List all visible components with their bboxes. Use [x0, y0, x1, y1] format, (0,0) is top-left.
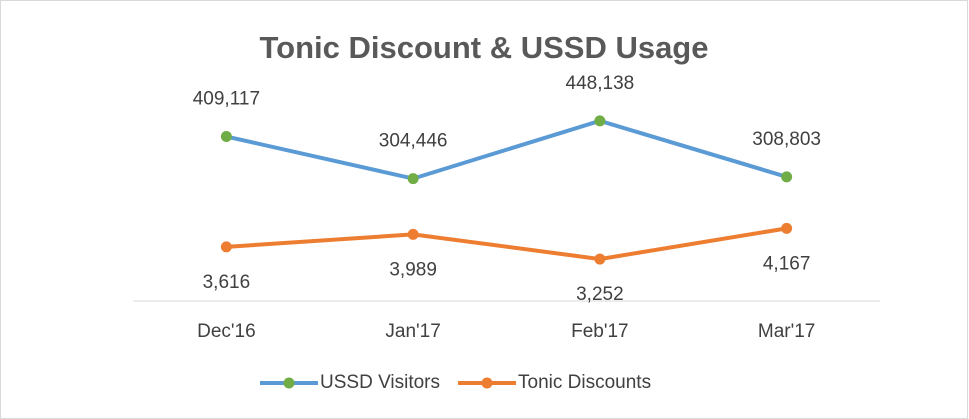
data-point — [594, 253, 606, 265]
data-point — [781, 171, 793, 183]
data-label: 448,138 — [566, 73, 635, 94]
data-point — [781, 222, 793, 234]
x-tick-label: Mar'17 — [758, 321, 815, 342]
data-label: 409,117 — [193, 89, 260, 110]
chart-title: Tonic Discount & USSD Usage — [260, 30, 709, 65]
data-point — [407, 228, 419, 240]
legend-label: USSD Visitors — [320, 372, 440, 393]
legend-marker — [481, 377, 493, 389]
data-label: 304,446 — [379, 131, 448, 152]
series-line — [224, 118, 789, 181]
x-tick-label: Jan'17 — [385, 321, 440, 342]
data-point — [594, 115, 606, 127]
legend-label: Tonic Discounts — [518, 372, 651, 393]
data-label: 3,989 — [389, 259, 437, 280]
data-label: 308,803 — [752, 129, 821, 150]
data-point — [407, 173, 419, 185]
legend-marker — [283, 377, 295, 389]
data-label: 3,252 — [576, 284, 624, 305]
data-label: 4,167 — [763, 253, 811, 274]
data-label: 3,616 — [203, 272, 251, 293]
data-point — [220, 241, 232, 253]
x-tick-label: Feb'17 — [571, 321, 629, 342]
series-line — [224, 226, 789, 262]
data-point — [220, 131, 232, 143]
x-tick-label: Dec'16 — [197, 321, 256, 342]
